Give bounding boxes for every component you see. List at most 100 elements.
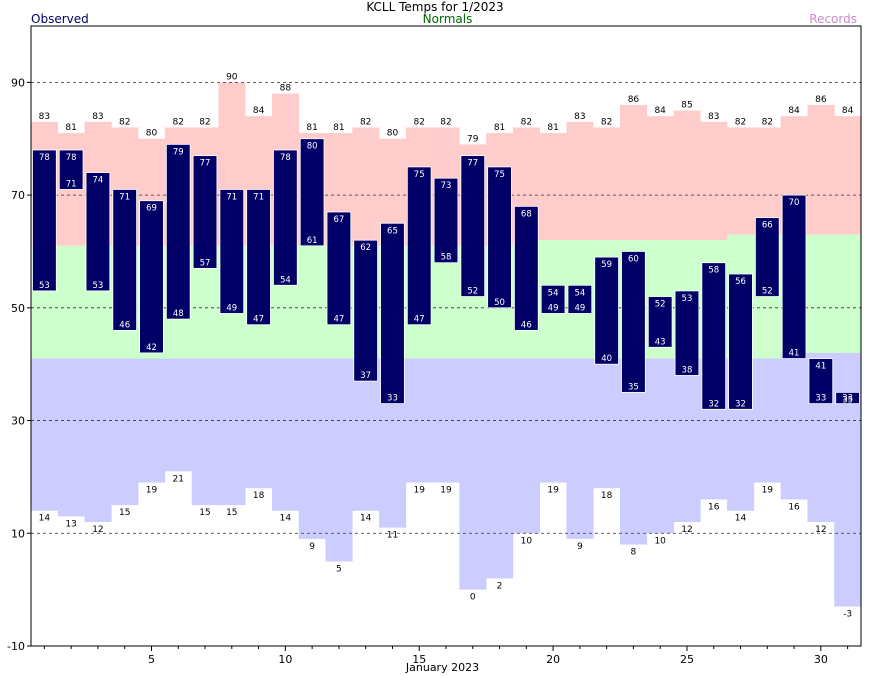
observed-high-label: 74 [93,176,104,186]
record-low-label: 10 [521,536,533,546]
observed-high-label: 75 [414,170,425,180]
record-low-label: 16 [788,502,800,512]
record-high-label: 82 [440,117,451,127]
observed-high-label: 56 [735,277,746,287]
observed-bar [192,155,218,269]
record-low-band [111,358,139,506]
record-low-label: 14 [735,514,747,524]
record-low-band [486,358,514,579]
observed-high-label: 67 [333,215,344,225]
observed-high-label: 54 [548,288,559,298]
legend-normals: Normals [422,12,473,26]
record-low-label: 18 [601,491,613,501]
observed-low-label: 47 [333,315,344,325]
record-low-label: 2 [497,581,503,591]
observed-bar [460,155,486,297]
record-high-label: 82 [601,117,612,127]
record-high-label: 81 [494,123,505,133]
record-low-band [325,358,353,562]
record-high-label: 83 [574,112,585,122]
record-high-label: 84 [788,106,800,116]
normal-band [57,245,85,359]
record-low-band [646,358,674,534]
observed-low-label: 42 [146,343,157,353]
legend-observed: Observed [31,12,89,26]
record-low-label: 15 [226,508,237,518]
observed-bar [433,177,459,264]
observed-high-label: 78 [280,153,291,163]
observed-bar [406,166,432,326]
record-high-label: 83 [39,112,50,122]
observed-bar [540,284,566,314]
record-high-label: 90 [226,72,238,82]
record-low-band [191,358,219,506]
record-high-band [539,133,567,241]
observed-high-label: 71 [119,192,130,202]
observed-high-label: 60 [628,254,639,264]
observed-low-label: 33 [842,394,853,404]
record-high-label: 81 [333,123,344,133]
observed-low-label: 49 [574,303,585,313]
legend-records: Records [809,12,857,26]
observed-low-label: 38 [682,365,693,375]
observed-bar [326,211,352,326]
record-low-label: 14 [39,514,51,524]
observed-low-label: 43 [655,337,666,347]
observed-bar [139,200,164,354]
observed-low-label: 41 [789,349,800,359]
record-low-band [459,358,487,590]
observed-high-label: 58 [708,266,719,276]
observed-low-label: 61 [307,236,318,246]
record-high-label: 84 [654,106,666,116]
observed-high-label: 71 [253,192,264,202]
observed-low-label: 54 [280,275,291,285]
observed-high-label: 65 [387,226,398,236]
observed-bar [246,189,271,326]
observed-bar [165,143,191,320]
observed-bar [487,166,512,309]
record-low-band [164,358,192,472]
observed-bar [380,222,405,405]
record-low-label: 18 [253,491,265,501]
record-low-label: 19 [547,486,559,496]
record-low-label: 15 [119,508,130,518]
record-high-band [727,127,755,235]
record-high-label: 82 [735,117,746,127]
record-high-label: 82 [521,117,532,127]
record-high-label: 86 [628,95,640,105]
observed-low-label: 53 [39,281,50,291]
observed-high-label: 71 [226,192,237,202]
observed-low-label: 46 [119,320,130,330]
x-tick-label: 10 [278,653,292,666]
observed-bar [835,391,860,405]
y-tick-label: 30 [11,415,25,428]
observed-low-label: 47 [253,315,264,325]
record-high-label: 82 [173,117,184,127]
observed-low-label: 57 [200,258,211,268]
record-high-label: 88 [280,84,292,94]
observed-high-label: 59 [601,260,612,270]
x-tick-label: 30 [814,653,828,666]
observed-high-label: 69 [146,204,157,214]
record-high-band [620,104,648,241]
record-low-label: 14 [280,514,292,524]
y-tick-label: 90 [11,76,25,89]
observed-high-label: 78 [39,153,50,163]
y-tick-label: 10 [11,527,25,540]
y-tick-label: 70 [11,189,25,202]
record-low-band [84,358,112,522]
record-low-band [271,358,300,511]
record-high-label: 84 [842,106,854,116]
observed-low-label: 52 [467,287,478,297]
record-high-label: 82 [762,117,773,127]
observed-bar [32,149,57,292]
observed-high-label: 80 [307,142,318,152]
record-high-label: 82 [360,117,371,127]
record-high-label: 85 [681,101,692,111]
x-axis-label: January 2023 [405,661,480,674]
observed-bar [514,205,539,331]
observed-high-label: 77 [200,159,211,169]
observed-bar [728,273,753,410]
record-low-band [834,352,862,607]
observed-bar [755,217,780,297]
